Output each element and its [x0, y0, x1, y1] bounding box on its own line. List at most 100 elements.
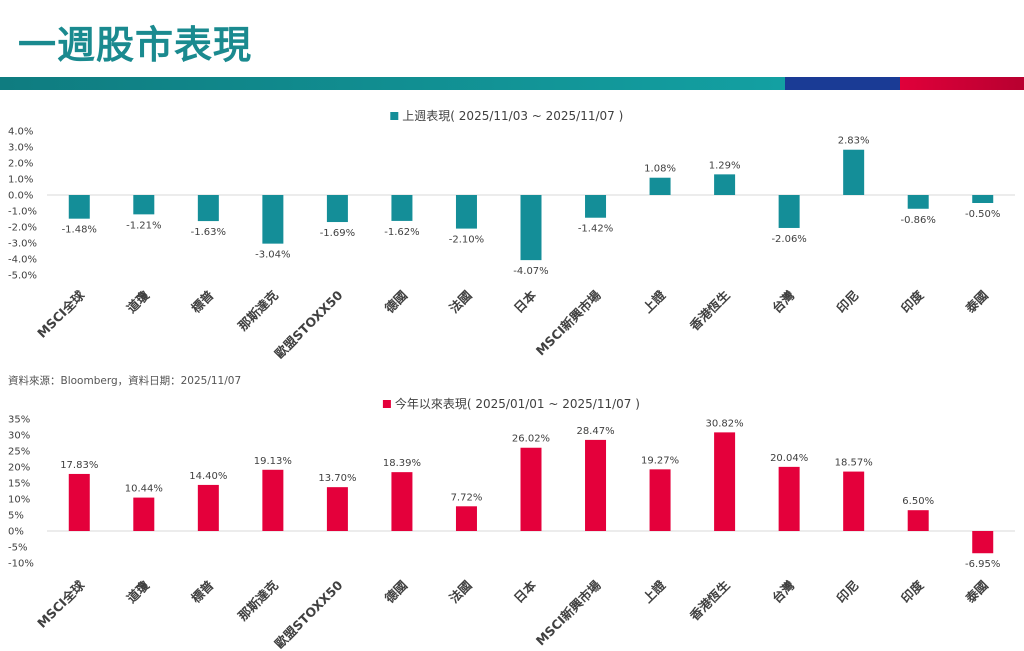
bar-value-label: 2.83%: [838, 136, 870, 147]
legend-label: 上週表現( 2025/11/03 ~ 2025/11/07 ): [402, 109, 623, 123]
category-label: 日本: [511, 577, 540, 606]
y-tick-label: 4.0%: [8, 127, 33, 138]
category-label: MSCI全球: [34, 287, 88, 341]
category-label: 上證: [640, 577, 669, 606]
y-tick-label: -5%: [8, 543, 27, 554]
bar-value-label: 17.83%: [60, 460, 98, 471]
y-tick-label: -10%: [8, 559, 34, 570]
category-label: 那斯達克: [235, 287, 281, 333]
bar: [778, 195, 800, 228]
bar: [972, 531, 994, 554]
bar-value-label: -4.07%: [513, 266, 548, 277]
bar-value-label: 13.70%: [318, 473, 356, 484]
bar-value-label: 1.29%: [709, 160, 741, 171]
bar: [68, 195, 90, 219]
category-label: 泰國: [962, 578, 991, 607]
category-label: MSCI新興市場: [533, 287, 604, 358]
category-label: 印尼: [833, 288, 861, 316]
bar-value-label: 26.02%: [512, 434, 550, 445]
category-label: 歐盟STOXX50: [272, 287, 346, 361]
header-color-strip: [0, 77, 1024, 90]
bar-value-label: -1.21%: [126, 220, 161, 231]
bar: [197, 484, 219, 531]
bar: [391, 195, 413, 221]
category-label: 台灣: [769, 577, 798, 606]
bar: [907, 195, 929, 209]
y-tick-label: 3.0%: [8, 143, 33, 154]
bar-value-label: -1.63%: [191, 227, 226, 238]
legend-label: 今年以來表現( 2025/01/01 ~ 2025/11/07 ): [395, 396, 640, 411]
bar-value-label: 20.04%: [770, 453, 808, 464]
bar: [972, 195, 994, 203]
category-label: 那斯達克: [235, 577, 281, 623]
bar: [326, 195, 348, 223]
bar-value-label: -0.50%: [965, 209, 1000, 220]
y-tick-label: -3.0%: [8, 239, 37, 250]
bar: [907, 510, 929, 531]
y-tick-label: 1.0%: [8, 175, 33, 186]
category-label: 台灣: [769, 287, 798, 316]
category-label: 德國: [382, 288, 410, 316]
bar: [133, 195, 155, 215]
category-label: 日本: [511, 287, 540, 316]
y-tick-label: -2.0%: [8, 223, 37, 234]
bar: [326, 487, 348, 531]
y-tick-label: -5.0%: [8, 271, 37, 282]
y-tick-label: 2.0%: [8, 159, 33, 170]
bar-value-label: -1.69%: [320, 228, 355, 239]
bar: [520, 447, 542, 531]
bar-value-label: 6.50%: [902, 496, 934, 507]
weekly-performance-chart: 上週表現( 2025/11/03 ~ 2025/11/07 ) 4.0% 3.0% 2…: [8, 109, 1015, 361]
y-tick-label: 20%: [8, 463, 30, 474]
bar: [585, 195, 607, 218]
category-label: 法國: [446, 288, 474, 316]
category-label: 印度: [898, 577, 927, 606]
bar-value-label: 19.27%: [641, 455, 679, 466]
bar: [197, 195, 219, 222]
bar-value-label: -1.48%: [62, 225, 97, 236]
data-source-note: 資料來源：Bloomberg，資料日期：2025/11/07: [8, 375, 242, 387]
category-label: 標普: [188, 287, 217, 316]
page-title: 一週股市表現: [18, 23, 253, 67]
y-tick-label: 5%: [8, 511, 24, 522]
bar: [714, 174, 736, 195]
y-tick-label: -1.0%: [8, 207, 37, 218]
category-label: 標普: [188, 577, 217, 606]
bar: [455, 195, 477, 229]
bar: [585, 439, 607, 531]
bar-value-label: -3.04%: [255, 250, 290, 261]
category-label: 香港恆生: [686, 577, 733, 624]
bar-value-label: 1.08%: [644, 164, 676, 175]
bar-value-label: -0.86%: [901, 215, 936, 226]
bar-value-label: 30.82%: [706, 418, 744, 429]
bar: [262, 469, 284, 531]
category-label: MSCI新興市場: [533, 577, 604, 648]
bar: [778, 466, 800, 531]
y-tick-label: 25%: [8, 447, 30, 458]
ytd-performance-chart: 今年以來表現( 2025/01/01 ~ 2025/11/07 ) 35% 30% 2…: [8, 396, 1015, 651]
bar: [68, 473, 90, 531]
bar-value-label: 10.44%: [125, 484, 163, 495]
bar-value-label: -1.62%: [384, 227, 419, 238]
y-tick-label: 15%: [8, 479, 30, 490]
y-tick-label: 0.0%: [8, 191, 33, 202]
bar-value-label: 19.13%: [254, 456, 292, 467]
bar: [649, 177, 671, 195]
category-label: 印尼: [833, 578, 861, 606]
y-tick-label: 0%: [8, 527, 24, 538]
legend-swatch: [382, 400, 391, 408]
category-label: 香港恆生: [686, 287, 733, 334]
bar: [391, 472, 413, 531]
bar: [649, 469, 671, 531]
bar-value-label: -6.95%: [965, 559, 1000, 570]
bar-value-label: 14.40%: [189, 471, 227, 482]
bar-value-label: -1.42%: [578, 224, 613, 235]
y-tick-label: 35%: [8, 415, 30, 426]
category-label: 歐盟STOXX50: [272, 577, 346, 651]
bar-value-label: 7.72%: [451, 492, 483, 503]
y-tick-label: 10%: [8, 495, 30, 506]
legend-swatch: [390, 112, 399, 120]
category-label: 印度: [898, 287, 927, 316]
y-tick-label: 30%: [8, 431, 30, 442]
bar-value-label: 18.57%: [835, 458, 873, 469]
